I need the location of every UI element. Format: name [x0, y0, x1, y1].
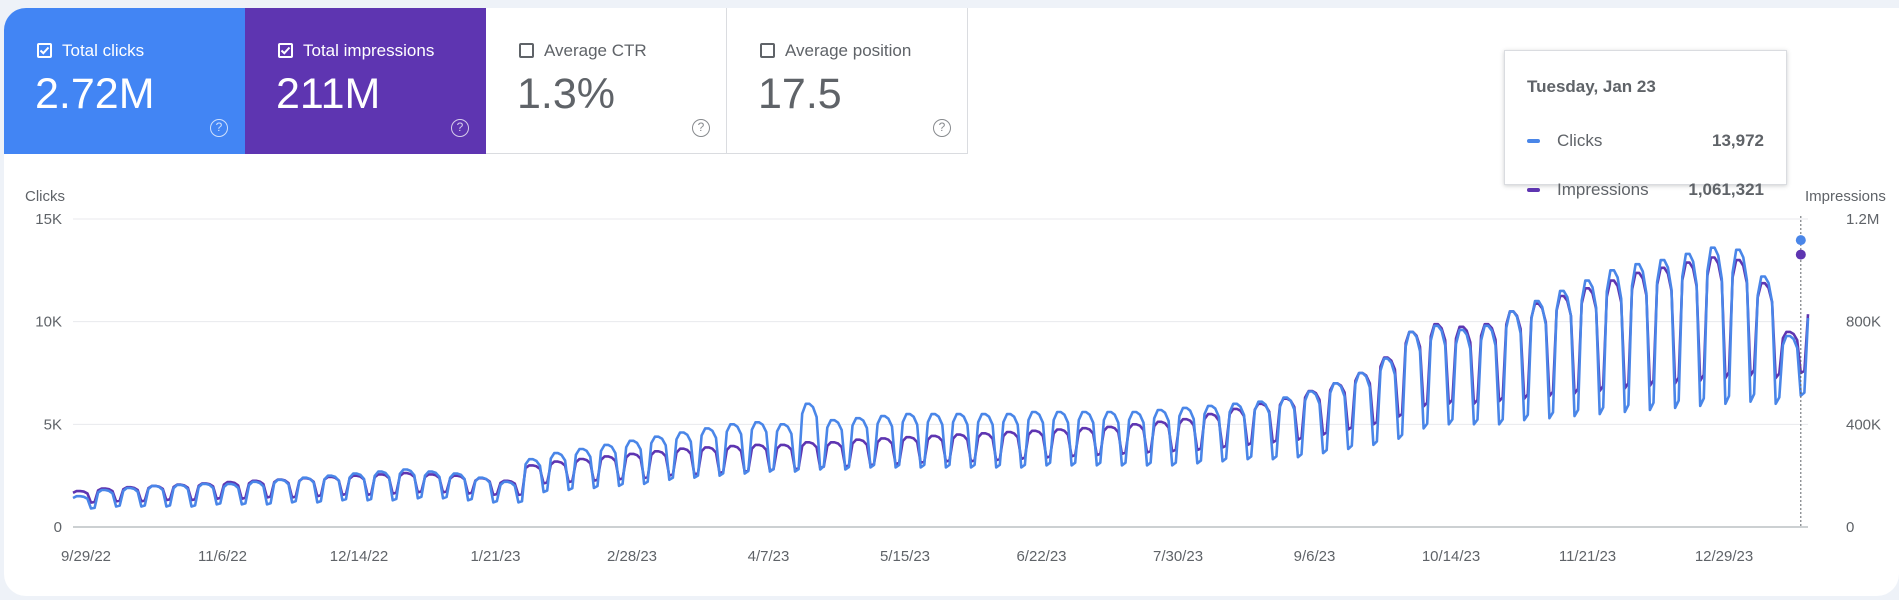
- tooltip-row-impressions: Impressions 1,061,321: [1527, 180, 1764, 202]
- x-tick-label: 11/21/23: [1559, 548, 1616, 565]
- metric-label: Average position: [785, 41, 912, 60]
- y-right-axis-label: Impressions: [1805, 188, 1886, 205]
- metric-value: 2.72M: [35, 70, 155, 118]
- help-icon[interactable]: ?: [210, 119, 228, 137]
- tooltip-date: Tuesday, Jan 23: [1527, 77, 1656, 96]
- metric-card-total-clicks[interactable]: Total clicks 2.72M ?: [4, 8, 245, 154]
- metric-value: 17.5: [758, 70, 842, 118]
- y-left-tick-label: 5K: [44, 416, 62, 433]
- help-icon[interactable]: ?: [692, 119, 710, 137]
- metric-card-average-ctr[interactable]: Average CTR 1.3% ?: [486, 8, 727, 154]
- x-tick-label: 7/30/23: [1153, 548, 1203, 565]
- y-right-tick-label: 400K: [1846, 416, 1881, 433]
- x-tick-label: 2/28/23: [607, 548, 657, 565]
- clicks-swatch-icon: [1527, 139, 1540, 143]
- x-tick-label: 4/7/23: [748, 548, 790, 565]
- x-tick-label: 10/14/23: [1422, 548, 1480, 565]
- x-tick-label: 12/14/22: [330, 548, 388, 565]
- hover-point-impressions: [1795, 249, 1806, 260]
- impressions-swatch-icon: [1527, 188, 1540, 192]
- metric-value: 1.3%: [517, 70, 616, 118]
- tooltip-label: Clicks: [1557, 131, 1603, 150]
- y-right-tick-label: 800K: [1846, 314, 1881, 331]
- checkbox-checked-icon[interactable]: [278, 43, 293, 58]
- metric-label: Total impressions: [303, 41, 435, 60]
- metric-label: Total clicks: [62, 41, 145, 60]
- x-tick-label: 6/22/23: [1016, 548, 1066, 565]
- x-tick-label: 9/29/22: [61, 548, 111, 565]
- tooltip-value: 1,061,321: [1688, 180, 1764, 199]
- checkbox-checked-icon[interactable]: [37, 43, 52, 58]
- tooltip-value: 13,972: [1712, 131, 1764, 150]
- x-tick-label: 9/6/23: [1294, 548, 1336, 565]
- help-icon[interactable]: ?: [933, 119, 951, 137]
- y-left-axis-label: Clicks: [25, 188, 65, 205]
- tooltip-row-clicks: Clicks 13,972: [1527, 131, 1764, 153]
- x-tick-label: 11/6/22: [198, 548, 247, 565]
- x-tick-label: 12/29/23: [1695, 548, 1753, 565]
- y-right-tick-label: 1.2M: [1846, 211, 1879, 228]
- x-tick-label: 1/21/23: [470, 548, 520, 565]
- checkbox-unchecked-icon[interactable]: [760, 43, 775, 58]
- checkbox-unchecked-icon[interactable]: [519, 43, 534, 58]
- hover-point-clicks: [1795, 235, 1806, 246]
- metric-label: Average CTR: [544, 41, 647, 60]
- metric-cards: Total clicks 2.72M ? Total impressions 2…: [4, 8, 968, 154]
- chart-tooltip: Tuesday, Jan 23 Clicks 13,972 Impression…: [1504, 50, 1787, 199]
- series-line-clicks: [72, 246, 1810, 510]
- y-left-tick-label: 15K: [35, 211, 62, 228]
- y-left-tick-label: 10K: [35, 314, 62, 331]
- tooltip-label: Impressions: [1557, 180, 1649, 199]
- y-right-tick-label: 0: [1846, 519, 1854, 536]
- metric-value: 211M: [276, 70, 381, 118]
- x-tick-label: 5/15/23: [880, 548, 930, 565]
- help-icon[interactable]: ?: [451, 119, 469, 137]
- y-left-tick-label: 0: [54, 519, 62, 536]
- metric-card-total-impressions[interactable]: Total impressions 211M ?: [245, 8, 486, 154]
- metric-card-average-position[interactable]: Average position 17.5 ?: [727, 8, 968, 154]
